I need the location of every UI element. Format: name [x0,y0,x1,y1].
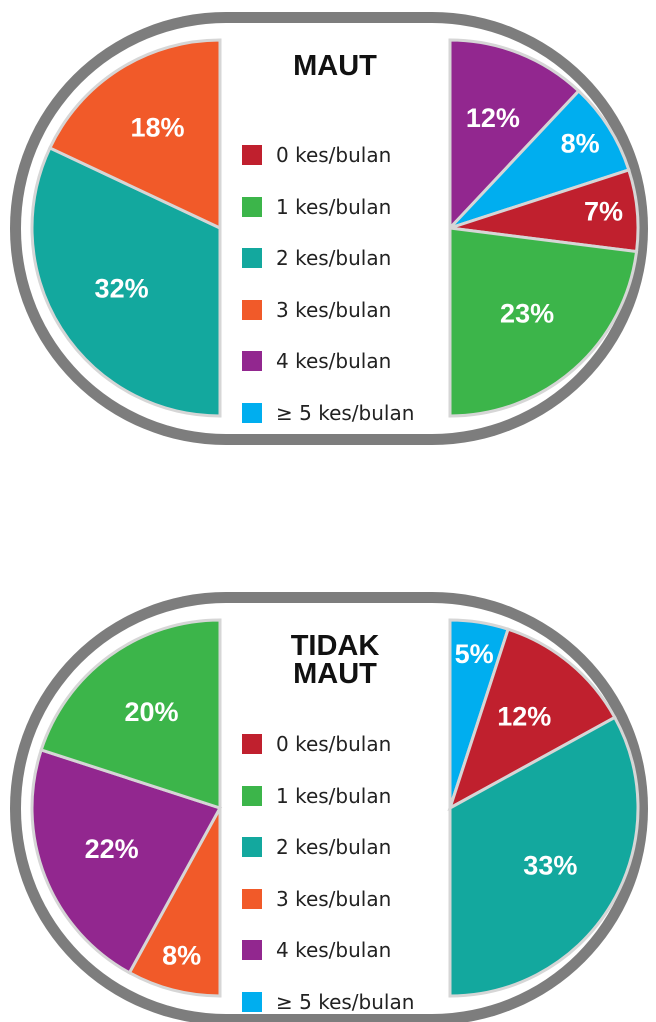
slice-label: 33% [523,850,577,880]
legend-swatch [242,402,262,423]
legend-swatch [242,734,262,754]
legend-label: 4 kes/bulan [276,938,392,962]
legend-swatch [242,351,262,371]
legend-swatch [242,888,262,909]
pie-slice [447,627,617,812]
legend-swatch [242,785,262,806]
slice-label: 12% [497,701,551,731]
pie-slice [127,807,222,998]
slice-label: 18% [131,113,185,143]
slice-label: 8% [561,129,600,159]
legend-label: 0 kes/bulan [276,143,392,167]
legend-item: 4 kes/bulan [242,938,391,962]
pie-slice [30,748,223,975]
pie-slice [448,715,640,998]
slice-label: 12% [466,103,520,133]
legend-swatch [242,299,262,320]
legend-label: 1 kes/bulan [276,194,392,219]
slice-label: 22% [85,834,139,864]
pie-slice [47,38,222,231]
legend-swatch [242,145,262,165]
legend-label: 3 kes/bulan [276,886,392,911]
legend-item: ≥ 5 kes/bulan [242,990,414,1014]
legend-item: 0 kes/bulan [242,143,391,167]
legend-item: 1 kes/bulan [242,195,391,219]
pie-slice [448,38,581,232]
legend-label: 0 kes/bulan [276,732,392,756]
slice-label: 23% [500,299,554,329]
legend-swatch [242,196,262,217]
legend-label: ≥ 5 kes/bulan [276,989,415,1014]
legend-item: 0 kes/bulan [242,732,391,756]
legend: TIDAK MAUT 0 kes/bulan 1 kes/bulan 2 kes/bu… [226,630,444,1014]
legend-label: 2 kes/bulan [276,835,392,859]
legend-title: TIDAK MAUT [290,630,380,690]
legend-item: 3 kes/bulan [242,887,391,911]
legend-item: 4 kes/bulan [242,349,391,373]
legend-item: 2 kes/bulan [242,246,391,270]
legend-swatch [242,940,262,960]
pie-slice [39,618,222,811]
legend-item: 3 kes/bulan [242,298,391,322]
slice-label: 5% [455,639,494,669]
slice-label: 8% [162,940,201,970]
legend-swatch [242,248,262,268]
slice-label: 32% [95,274,149,304]
legend-label: 4 kes/bulan [276,349,392,373]
legend-label: 3 kes/bulan [276,297,392,322]
legend-item: 1 kes/bulan [242,784,391,808]
pie-slice [448,88,631,230]
pie-slice [448,226,639,418]
legend-swatch [242,837,262,857]
legend-swatch [242,991,262,1012]
legend-label: ≥ 5 kes/bulan [276,400,415,425]
pie-slice [30,145,222,418]
slice-label: 20% [124,697,178,727]
slice-label: 7% [584,197,623,227]
legend-item: 2 kes/bulan [242,835,391,859]
legend-item: ≥ 5 kes/bulan [242,401,414,425]
legend-label: 2 kes/bulan [276,246,392,270]
legend-title: MAUT [293,50,377,82]
legend-label: 1 kes/bulan [276,783,392,808]
legend: MAUT 0 kes/bulan 1 kes/bulan 2 kes/bulan 3 k… [226,50,444,425]
